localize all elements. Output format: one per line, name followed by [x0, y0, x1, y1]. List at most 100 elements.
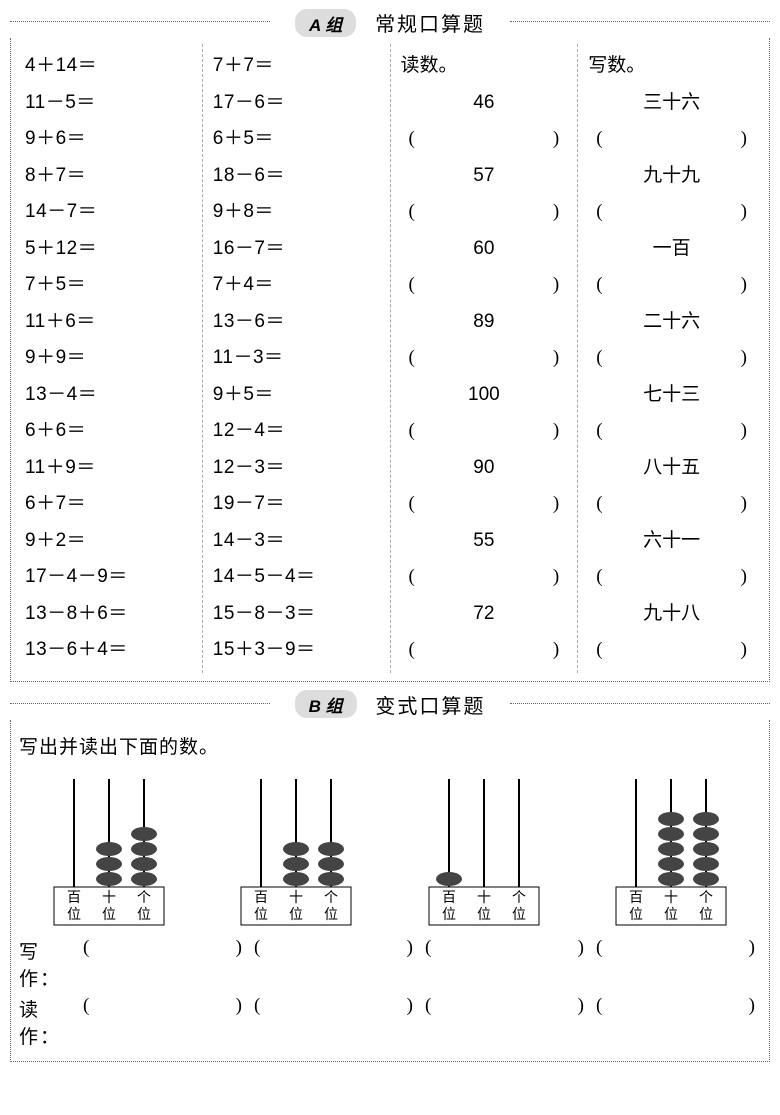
write-label: 写作：	[19, 937, 77, 991]
svg-text:位: 位	[477, 907, 491, 923]
equation: 13－6＋4＝	[25, 632, 192, 669]
equation: 6＋5＝	[213, 121, 380, 158]
write-answer-row: 写作： () () () ()	[19, 937, 761, 991]
answer-paren[interactable]: ()	[588, 340, 755, 377]
equation: 18－6＝	[213, 158, 380, 195]
write-value: 六十一	[588, 523, 755, 560]
equation: 13－8＋6＝	[25, 596, 192, 633]
svg-text:百: 百	[254, 890, 268, 906]
group-b-box: 写出并读出下面的数。 百位十位个位百位十位个位百位十位个位百位十位个位 写作： …	[10, 720, 770, 1062]
read-label: 读作：	[19, 995, 77, 1049]
equation: 6＋7＝	[25, 486, 192, 523]
equation: 14－3＝	[213, 523, 380, 560]
group-a-title: 常规口算题	[375, 8, 485, 37]
equation: 9＋6＝	[25, 121, 192, 158]
equation: 15＋3－9＝	[213, 632, 380, 669]
group-a-pill: A 组	[295, 9, 356, 37]
answer-paren[interactable]: ()	[588, 486, 755, 523]
read-value: 57	[401, 158, 568, 195]
abacus-row: 百位十位个位百位十位个位百位十位个位百位十位个位	[15, 769, 765, 929]
abacus: 百位十位个位	[226, 769, 366, 929]
answer-cell[interactable]: ()	[419, 937, 590, 991]
read-value: 89	[401, 304, 568, 341]
equation: 14－5－4＝	[213, 559, 380, 596]
answer-cell[interactable]: ()	[77, 937, 248, 991]
read-answer-row: 读作： () () () ()	[19, 995, 761, 1049]
answer-cell[interactable]: ()	[77, 995, 248, 1049]
abacus: 百位十位个位	[601, 769, 741, 929]
answer-paren[interactable]: ()	[401, 267, 568, 304]
read-value: 60	[401, 231, 568, 268]
equation: 4＋14＝	[25, 48, 192, 85]
equation: 9＋9＝	[25, 340, 192, 377]
svg-text:位: 位	[137, 907, 151, 923]
answer-cell[interactable]: ()	[590, 995, 761, 1049]
equation: 11－5＝	[25, 85, 192, 122]
answer-paren[interactable]: ()	[588, 632, 755, 669]
svg-text:百: 百	[67, 890, 81, 906]
answer-paren[interactable]: ()	[401, 340, 568, 377]
svg-text:十: 十	[102, 890, 116, 906]
svg-text:位: 位	[442, 907, 456, 923]
group-b-instruction: 写出并读出下面的数。	[19, 732, 761, 759]
read-header: 读数。	[401, 48, 568, 85]
svg-text:百: 百	[442, 890, 456, 906]
equation: 11＋9＝	[25, 450, 192, 487]
equation: 12－3＝	[213, 450, 380, 487]
write-value: 八十五	[588, 450, 755, 487]
answer-paren[interactable]: ()	[588, 267, 755, 304]
equation: 13－6＝	[213, 304, 380, 341]
write-value: 七十三	[588, 377, 755, 414]
equation: 9＋8＝	[213, 194, 380, 231]
answer-paren[interactable]: ()	[401, 559, 568, 596]
equation: 7＋4＝	[213, 267, 380, 304]
equation: 15－8－3＝	[213, 596, 380, 633]
answer-paren[interactable]: ()	[401, 413, 568, 450]
svg-text:位: 位	[699, 907, 713, 923]
equation: 9＋5＝	[213, 377, 380, 414]
group-a-header: A 组 常规口算题	[0, 8, 780, 34]
write-value: 三十六	[588, 85, 755, 122]
answer-paren[interactable]: ()	[401, 486, 568, 523]
arith-col-1: 4＋14＝11－5＝9＋6＝8＋7＝14－7＝5＋12＝7＋5＝11＋6＝9＋9…	[15, 44, 203, 673]
write-value: 一百	[588, 231, 755, 268]
equation: 6＋6＝	[25, 413, 192, 450]
equation: 17－4－9＝	[25, 559, 192, 596]
write-header: 写数。	[588, 48, 755, 85]
group-b-title: 变式口算题	[375, 690, 485, 719]
answer-paren[interactable]: ()	[588, 559, 755, 596]
write-number-col: 写数。三十六()九十九()一百()二十六()七十三()八十五()六十一()九十八…	[578, 44, 765, 673]
svg-text:个: 个	[137, 890, 151, 906]
group-a-box: 4＋14＝11－5＝9＋6＝8＋7＝14－7＝5＋12＝7＋5＝11＋6＝9＋9…	[10, 38, 770, 682]
svg-text:位: 位	[629, 907, 643, 923]
write-value: 二十六	[588, 304, 755, 341]
answer-paren[interactable]: ()	[588, 194, 755, 231]
answer-paren[interactable]: ()	[588, 413, 755, 450]
equation: 17－6＝	[213, 85, 380, 122]
answer-cell[interactable]: ()	[248, 995, 419, 1049]
svg-text:位: 位	[254, 907, 268, 923]
svg-text:个: 个	[699, 890, 713, 906]
svg-text:位: 位	[102, 907, 116, 923]
svg-text:个: 个	[324, 890, 338, 906]
equation: 9＋2＝	[25, 523, 192, 560]
abacus: 百位十位个位	[414, 769, 554, 929]
svg-text:位: 位	[289, 907, 303, 923]
group-b-pill: B 组	[295, 690, 357, 718]
read-value: 100	[401, 377, 568, 414]
answer-paren[interactable]: ()	[401, 121, 568, 158]
write-value: 九十八	[588, 596, 755, 633]
answer-paren[interactable]: ()	[588, 121, 755, 158]
svg-text:位: 位	[67, 907, 81, 923]
equation: 7＋5＝	[25, 267, 192, 304]
answer-cell[interactable]: ()	[590, 937, 761, 991]
svg-text:位: 位	[324, 907, 338, 923]
equation: 11－3＝	[213, 340, 380, 377]
answer-cell[interactable]: ()	[248, 937, 419, 991]
read-number-col: 读数。46()57()60()89()100()90()55()72()	[391, 44, 579, 673]
answer-paren[interactable]: ()	[401, 194, 568, 231]
read-value: 90	[401, 450, 568, 487]
answer-paren[interactable]: ()	[401, 632, 568, 669]
equation: 7＋7＝	[213, 48, 380, 85]
answer-cell[interactable]: ()	[419, 995, 590, 1049]
